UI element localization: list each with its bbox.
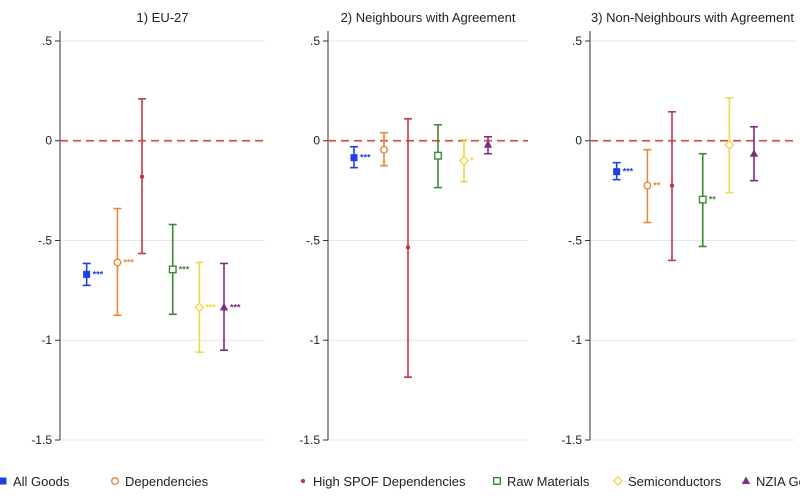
legend-label: High SPOF Dependencies <box>313 474 466 489</box>
legend-marker <box>0 477 7 485</box>
estimate-semiconductors: * <box>458 138 474 183</box>
y-tick-label: .5 <box>572 34 582 48</box>
significance-label: * <box>470 156 474 166</box>
estimate-all-goods: *** <box>350 145 371 169</box>
point-marker <box>139 174 145 179</box>
point-marker <box>643 181 652 190</box>
y-tick-label: -1 <box>309 333 320 347</box>
y-tick-label: -1.5 <box>299 433 320 447</box>
legend-item-all-goods: All Goods <box>0 474 70 489</box>
point-marker <box>669 183 675 188</box>
estimate-raw-materials: *** <box>168 223 190 316</box>
y-tick-label: -1.5 <box>561 433 582 447</box>
legend-item-high-spof-dependencies: High SPOF Dependencies <box>300 474 466 489</box>
legend-item-raw-materials: Raw Materials <box>493 474 590 489</box>
legend-item-nzia-goods: NZIA Goods <box>741 474 800 489</box>
legend-label: Raw Materials <box>507 474 590 489</box>
point-marker <box>458 155 470 166</box>
panels-layer: 1) EU-27.50-.5-1-1.5************ ***2) Ne… <box>31 10 795 447</box>
legend-marker <box>612 475 624 487</box>
legend-label: All Goods <box>13 474 70 489</box>
estimate-high-spof-dependencies <box>138 98 146 255</box>
estimate-nzia-goods: *** <box>219 262 241 352</box>
estimate-high-spof-dependencies <box>404 117 412 378</box>
estimate-nzia-goods <box>749 125 759 182</box>
panel-title: 1) EU-27 <box>136 10 188 25</box>
point-marker <box>749 149 759 157</box>
point-marker <box>613 168 621 176</box>
point-marker <box>483 140 493 148</box>
point-marker <box>698 195 707 204</box>
legend: All Goods Dependencies High SPOF Dependenc… <box>0 474 800 489</box>
point-marker <box>405 245 411 250</box>
y-tick-label: -1.5 <box>31 433 52 447</box>
significance-label: *** <box>205 302 216 312</box>
panel-title: 2) Neighbours with Agreement <box>341 10 516 25</box>
point-marker <box>113 258 122 267</box>
y-tick-label: 0 <box>313 134 320 148</box>
legend-label: NZIA Goods <box>756 474 800 489</box>
estimate-all-goods: *** <box>612 161 634 181</box>
point-marker <box>194 302 205 313</box>
estimate-dependencies: *** <box>113 207 134 317</box>
y-tick-label: 0 <box>45 134 52 148</box>
estimate-dependencies <box>380 131 389 167</box>
estimate-raw-materials <box>434 123 443 189</box>
y-tick-label: -.5 <box>38 233 52 247</box>
point-marker <box>350 154 358 162</box>
y-tick-label: -1 <box>571 333 582 347</box>
estimate-all-goods: *** <box>82 262 104 287</box>
point-marker <box>434 151 443 160</box>
y-tick-label: -.5 <box>568 233 582 247</box>
y-tick-label: -1 <box>41 333 52 347</box>
significance-label: *** <box>123 257 134 267</box>
legend-item-dependencies: Dependencies <box>110 474 209 489</box>
y-tick-label: -.5 <box>306 233 320 247</box>
point-marker <box>219 302 229 311</box>
legend-marker <box>741 476 751 484</box>
point-marker <box>380 145 389 154</box>
significance-label: ** <box>709 195 717 205</box>
significance-label: *** <box>623 167 634 177</box>
estimate-high-spof-dependencies <box>668 111 676 262</box>
estimate-semiconductors: *** <box>194 261 216 354</box>
y-tick-label: .5 <box>310 34 320 48</box>
estimate-dependencies: ** <box>643 148 661 224</box>
significance-label: *** <box>230 302 241 312</box>
legend-marker <box>493 477 502 486</box>
point-marker <box>168 265 177 274</box>
panel-3: 3) Non-Neighbours with Agreement .5 0 -.5 -1… <box>561 10 795 447</box>
panel-title: 3) Non-Neighbours with Agreement <box>591 10 794 25</box>
significance-label: ** <box>653 181 661 191</box>
y-tick-label: .5 <box>42 34 52 48</box>
point-marker <box>724 139 735 150</box>
significance-label: *** <box>93 269 104 279</box>
legend-item-semiconductors: Semiconductors <box>612 474 722 489</box>
legend-label: Dependencies <box>125 474 209 489</box>
y-tick-label: 0 <box>575 134 582 148</box>
legend-label: Semiconductors <box>628 474 722 489</box>
estimate-raw-materials: ** <box>698 152 717 248</box>
panel-1: 1) EU-27 .5 0 -.5 -1 -1.5 *** *** *** *** *** <box>31 10 265 447</box>
significance-label: *** <box>179 264 190 274</box>
legend-marker <box>300 478 306 484</box>
panel-2: 2) Neighbours with Agreement .5 0 -.5 -1 -1.5… <box>299 10 528 447</box>
legend-marker <box>110 477 119 486</box>
significance-label: *** <box>360 153 371 163</box>
point-marker <box>83 270 91 278</box>
estimate-nzia-goods <box>483 135 493 155</box>
estimate-semiconductors <box>724 97 735 194</box>
